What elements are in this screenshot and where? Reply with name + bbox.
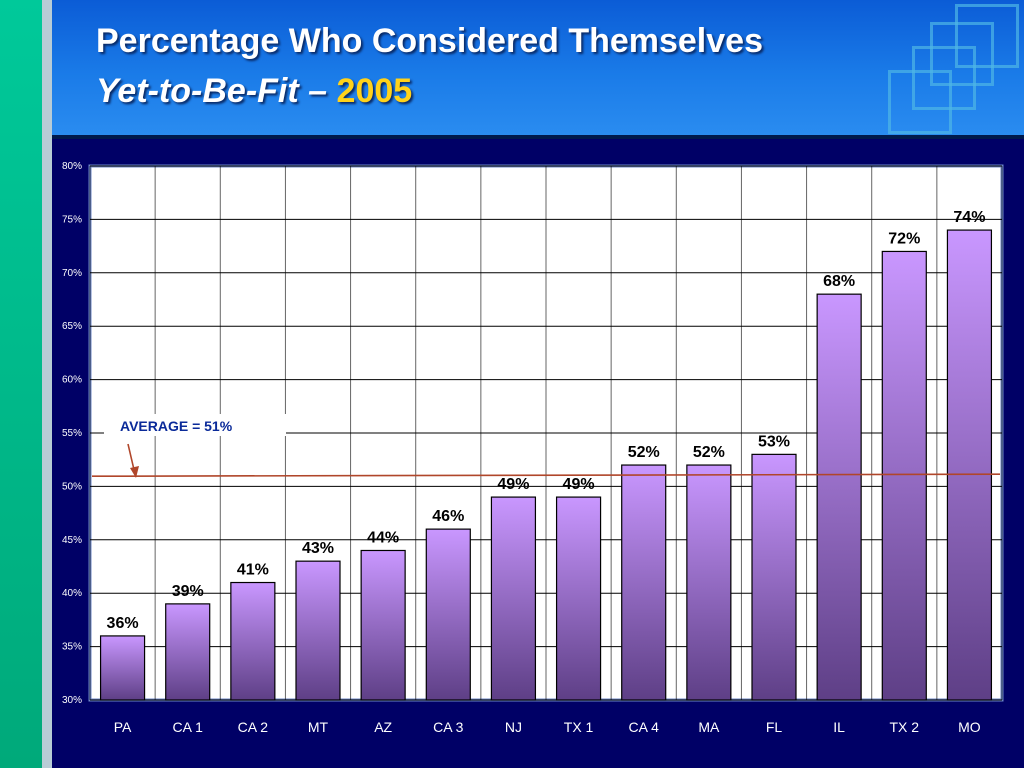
y-tick-label: 45% xyxy=(62,535,82,546)
y-tick-label: 60% xyxy=(62,375,82,386)
data-label: 49% xyxy=(563,476,595,493)
data-label: 41% xyxy=(237,562,269,579)
x-tick-label: AZ xyxy=(374,719,392,735)
x-tick-label: TX 2 xyxy=(889,719,919,735)
x-tick-label: PA xyxy=(114,719,132,735)
bar xyxy=(622,465,666,700)
bar xyxy=(361,550,405,700)
x-tick-label: NJ xyxy=(505,719,522,735)
x-tick-label: CA 1 xyxy=(173,719,204,735)
y-tick-label: 75% xyxy=(62,214,82,225)
y-tick-label: 80% xyxy=(62,161,82,172)
x-tick-label: FL xyxy=(766,719,783,735)
data-label: 68% xyxy=(823,273,855,290)
y-tick-label: 70% xyxy=(62,268,82,279)
data-label: 46% xyxy=(432,508,464,525)
y-tick-label: 30% xyxy=(62,695,82,706)
bar xyxy=(557,497,601,700)
bar xyxy=(687,465,731,700)
y-tick-label: 55% xyxy=(62,428,82,439)
x-tick-label: MO xyxy=(958,719,981,735)
bar xyxy=(882,251,926,700)
data-label: 36% xyxy=(107,615,139,632)
data-label: 72% xyxy=(888,230,920,247)
x-tick-label: IL xyxy=(833,719,845,735)
x-tick-label: CA 4 xyxy=(629,719,660,735)
slide: Percentage Who Considered Themselves Yet… xyxy=(0,0,1024,768)
y-tick-label: 40% xyxy=(62,588,82,599)
data-label: 44% xyxy=(367,529,399,546)
x-tick-label: MT xyxy=(308,719,329,735)
bar xyxy=(947,230,991,700)
y-tick-label: 65% xyxy=(62,321,82,332)
data-label: 49% xyxy=(497,476,529,493)
bar xyxy=(817,294,861,700)
data-label: 43% xyxy=(302,540,334,557)
bar xyxy=(231,583,275,700)
bar xyxy=(491,497,535,700)
data-label: 39% xyxy=(172,583,204,600)
bar xyxy=(752,454,796,700)
bar xyxy=(296,561,340,700)
data-label: 52% xyxy=(628,444,660,461)
y-tick-label: 35% xyxy=(62,642,82,653)
y-tick-label: 50% xyxy=(62,481,82,492)
data-label: 53% xyxy=(758,433,790,450)
data-label: 52% xyxy=(693,444,725,461)
bar-chart: 30% 35% 40% 45% 50% 55% 60% 65% 70% 75% 80% 36% PA 39… xyxy=(0,0,1024,768)
average-label: AVERAGE = 51% xyxy=(120,418,233,434)
x-tick-label: CA 2 xyxy=(238,719,269,735)
x-tick-label: CA 3 xyxy=(433,719,464,735)
x-tick-label: MA xyxy=(698,719,720,735)
data-label: 74% xyxy=(953,209,985,226)
bar xyxy=(166,604,210,700)
bar xyxy=(101,636,145,700)
bar xyxy=(426,529,470,700)
x-tick-label: TX 1 xyxy=(564,719,594,735)
